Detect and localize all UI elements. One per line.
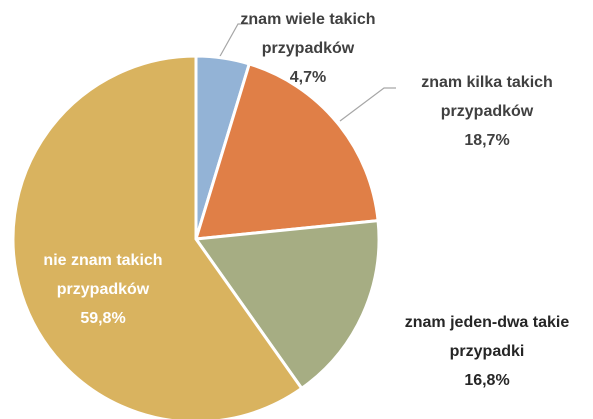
value-label: 16,8% [464, 372, 509, 389]
value-label: 59,8% [80, 310, 125, 327]
category-name: znam jeden-dwa takie przypadki [405, 314, 570, 360]
slice-label: znam jeden-dwa takie przypadki 16,8% [405, 314, 570, 389]
category-name: znam wiele takich przypadków [240, 11, 375, 57]
label-line: przypadków [262, 40, 355, 57]
slice-label: znam wiele takich przypadków 4,7% [240, 11, 375, 86]
label-line: nie znam takich [43, 252, 162, 269]
slice-label: nie znam takich przypadków 59,8% [43, 252, 162, 327]
value-label: 18,7% [464, 132, 509, 149]
label-line: przypadki [450, 343, 525, 360]
pie-slice [193, 218, 381, 391]
leader-line [218, 23, 252, 59]
slice-label: znam kilka takich przypadków 18,7% [421, 74, 553, 149]
value-label: 4,7% [290, 69, 326, 86]
pie-slice [193, 62, 380, 241]
label-line: znam wiele takich [240, 11, 375, 28]
leader-line [339, 87, 396, 122]
category-name: nie znam takich przypadków [43, 252, 162, 298]
category-name: znam kilka takich przypadków [421, 74, 553, 120]
label-line: znam jeden-dwa takie [405, 314, 570, 331]
label-line: przypadków [441, 103, 534, 120]
label-line: znam kilka takich [421, 74, 553, 91]
label-line: przypadków [57, 281, 150, 298]
pie-slice [11, 54, 304, 419]
